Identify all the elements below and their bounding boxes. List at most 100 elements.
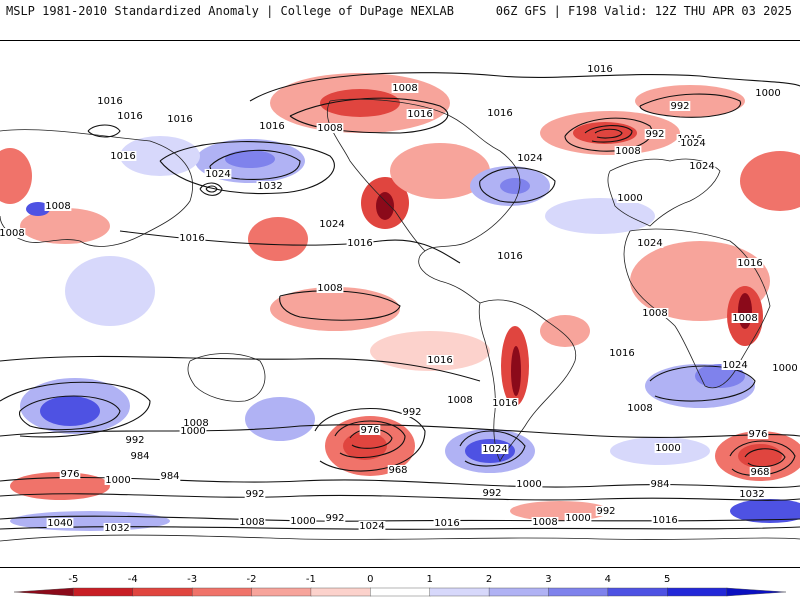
isobar-label: 1040 [46,518,74,529]
isobar-label-text: 992 [482,488,501,499]
isobar-label: 1008 [238,517,266,528]
isobar-label-text: 1016 [259,121,284,132]
isobar-label-bg [359,425,381,435]
isobar-label-text: 968 [388,465,407,476]
isobar-label: 1016 [178,233,206,244]
anomaly-negative-se-asia [65,256,155,326]
isobar-label: 1008 [182,418,210,429]
isobar-label-bg [688,161,716,171]
isobar-label-text: 1024 [482,444,507,455]
isobar-label: 1008 [0,228,26,239]
map-panel: 1016 1016 1016 1016 1008 1008 992 1000 1016 1016 1… [0,40,800,568]
isobar-label-text: 1016 [427,355,452,366]
isobar-label: 1016 [433,518,461,529]
isobar-label-text: 976 [360,425,379,436]
isobar-label-text: 992 [402,407,421,418]
isobar-label-bg [244,489,266,499]
isobar-label: 1024 [516,153,544,164]
isobar-label: 1024 [636,238,664,249]
isobar-label: 1000 [564,513,592,524]
isobar-label-text: 984 [160,471,179,482]
isobar-label-text: 1000 [772,363,797,374]
colorbar-tick-label: 3 [545,574,551,585]
isobar-label-text: 968 [750,467,769,478]
colorbar-segment [429,587,490,597]
anomaly-positive-s-ocean-mid [510,501,610,521]
isobar-label-text: 1016 [492,398,517,409]
isobar-label-text: 1016 [110,151,135,162]
isobar-label-bg [256,181,284,191]
isobar-label-bg [491,398,519,408]
isobar-label: 1024 [358,521,386,532]
isobar-label: 992 [669,101,691,112]
colorbar-tick-label: 4 [605,574,611,585]
colorbar-segment [548,587,609,597]
isobar-label-bg [626,403,654,413]
anomaly-positive-sw-us-core [376,192,394,220]
isobar-label: 1016 [426,355,454,366]
isobar-label-text: 1016 [347,238,372,249]
isobar-label-bg [679,138,707,148]
anomaly-negative-w-pacific-s-core [40,396,100,426]
isobar-label-bg [649,479,671,489]
isobar-label-text: 1008 [183,418,208,429]
isobar-label-bg [531,517,559,527]
isobar-label-text: 1032 [739,489,764,500]
isobar-label-text: 1008 [732,313,757,324]
isobar-label-text: 1000 [565,513,590,524]
isobar-label-text: 1016 [487,108,512,119]
isobar-label-bg [258,121,286,131]
anomaly-negative-nw-pacific-core [225,150,275,168]
isobar-label: 992 [324,513,346,524]
isobar-label: 1016 [736,258,764,269]
isobar-label-bg [406,109,434,119]
isobar-label: 1000 [104,475,132,486]
colorbar-segment [13,587,74,597]
colorbar-tick-label: 1 [427,574,433,585]
isobar-label-bg [238,517,266,527]
anomaly-shading [0,73,800,531]
isobar-southern-1008 [0,424,800,438]
isobar-label-bg [736,258,764,268]
isobar-label-text: 1024 [517,153,542,164]
isobar-label-text: 1024 [205,169,230,180]
isobar-label-text: 1008 [447,395,472,406]
isobar-label: 1024 [204,169,232,180]
coast-antarctica [0,534,800,542]
isobar-label: 984 [649,479,671,490]
coast-asia [0,129,193,247]
isobar-label: 984 [159,471,181,482]
isobar-label-text: 1008 [392,83,417,94]
anomaly-map: 1016 1016 1016 1016 1008 1008 992 1000 1016 1016 1… [0,64,800,542]
isobar-label: 1008 [44,201,72,212]
isobar-label-bg [669,101,691,111]
colorbar-tick-label: -3 [187,574,197,585]
isobar-label-text: 1016 [652,515,677,526]
isobar-label-bg [731,313,759,323]
isobar-label-bg [608,348,636,358]
isobar-label-bg [515,479,543,489]
isobar-w-pacific-low [199,182,223,196]
isobar-label-text: 1024 [689,161,714,172]
isobar-label: 1016 [486,108,514,119]
anomaly-positive-himalaya [20,208,110,244]
isobar-nw-pacific-1024 [159,141,335,195]
isobar-label-text: 1000 [755,88,780,99]
isobar-label-text: 1008 [239,517,264,528]
isobar-label-text: 992 [325,513,344,524]
isobar-label: 1016 [116,111,144,122]
isobar-label-text: 992 [125,435,144,446]
isobar-label-text: 1008 [532,517,557,528]
isobar-label-bg [204,169,232,179]
isobar-label: 1008 [641,308,669,319]
isobar-label-text: 1032 [104,523,129,534]
isobar-label-bg [401,407,423,417]
isobar-label-text: 1024 [637,238,662,249]
isobar-label-text: 1016 [167,114,192,125]
anomaly-positive-w-pacific-west [0,148,32,204]
isobar-n-atl-low-inner [584,125,633,143]
isobar-label-bg [516,153,544,163]
isobar-label: 1032 [103,523,131,534]
isobar-label-bg [358,521,386,531]
colorbar-tiles [13,587,787,597]
